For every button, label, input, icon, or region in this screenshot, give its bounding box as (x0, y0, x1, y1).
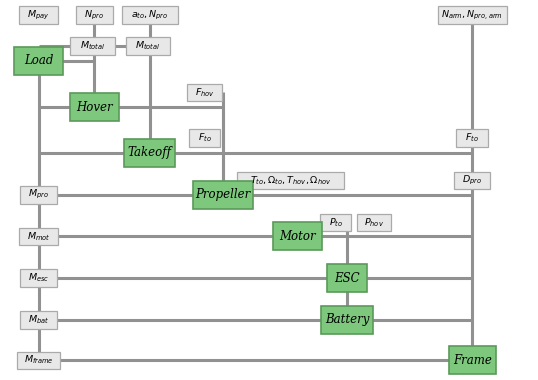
Text: $a_{to}, N_{pro}$: $a_{to}, N_{pro}$ (131, 9, 168, 22)
FancyBboxPatch shape (20, 269, 57, 287)
Text: $M_{esc}$: $M_{esc}$ (28, 272, 49, 284)
Text: $M_{frame}$: $M_{frame}$ (24, 354, 54, 366)
FancyBboxPatch shape (14, 47, 63, 75)
FancyBboxPatch shape (237, 172, 344, 189)
Text: Hover: Hover (76, 101, 112, 114)
Text: $M_{pro}$: $M_{pro}$ (29, 188, 49, 201)
FancyBboxPatch shape (273, 222, 322, 250)
FancyBboxPatch shape (20, 186, 57, 204)
Text: $T_{to}, \Omega_{to}, T_{hov}, \Omega_{hov}$: $T_{to}, \Omega_{to}, T_{hov}, \Omega_{h… (250, 174, 331, 187)
FancyBboxPatch shape (194, 181, 253, 209)
FancyBboxPatch shape (357, 214, 391, 231)
FancyBboxPatch shape (321, 306, 373, 334)
Text: Battery: Battery (325, 314, 369, 326)
FancyBboxPatch shape (69, 93, 118, 121)
FancyBboxPatch shape (321, 214, 351, 231)
Text: $F_{to}$: $F_{to}$ (465, 132, 479, 144)
Text: $F_{to}$: $F_{to}$ (197, 132, 211, 144)
Text: $M_{pay}$: $M_{pay}$ (27, 9, 50, 22)
Text: $F_{hov}$: $F_{hov}$ (195, 86, 214, 98)
FancyBboxPatch shape (124, 139, 175, 167)
FancyBboxPatch shape (438, 6, 507, 24)
FancyBboxPatch shape (20, 311, 57, 329)
FancyBboxPatch shape (75, 6, 113, 24)
Text: $P_{hov}$: $P_{hov}$ (364, 216, 384, 228)
Text: $M_{total}$: $M_{total}$ (80, 40, 105, 52)
FancyBboxPatch shape (19, 228, 58, 245)
Text: $M_{bat}$: $M_{bat}$ (28, 314, 49, 326)
FancyBboxPatch shape (126, 37, 170, 55)
Text: $N_{arm}, N_{pro,arm}$: $N_{arm}, N_{pro,arm}$ (442, 9, 503, 22)
Text: Motor: Motor (279, 230, 316, 243)
Text: $M_{mot}$: $M_{mot}$ (27, 230, 51, 242)
Text: Propeller: Propeller (196, 188, 251, 201)
Text: Load: Load (24, 54, 53, 67)
Text: Takeoff: Takeoff (128, 146, 172, 159)
FancyBboxPatch shape (70, 37, 115, 55)
FancyBboxPatch shape (454, 172, 491, 189)
Text: $M_{total}$: $M_{total}$ (135, 40, 161, 52)
Text: ESC: ESC (334, 272, 360, 285)
FancyBboxPatch shape (17, 352, 60, 369)
FancyBboxPatch shape (456, 129, 489, 147)
Text: $N_{pro}$: $N_{pro}$ (84, 9, 104, 22)
FancyBboxPatch shape (19, 6, 58, 24)
FancyBboxPatch shape (122, 6, 178, 24)
FancyBboxPatch shape (449, 346, 496, 374)
FancyBboxPatch shape (187, 84, 222, 101)
FancyBboxPatch shape (188, 129, 220, 147)
Text: Frame: Frame (453, 354, 492, 367)
FancyBboxPatch shape (327, 264, 367, 292)
Text: $D_{pro}$: $D_{pro}$ (462, 174, 483, 187)
Text: $P_{to}$: $P_{to}$ (329, 216, 343, 228)
